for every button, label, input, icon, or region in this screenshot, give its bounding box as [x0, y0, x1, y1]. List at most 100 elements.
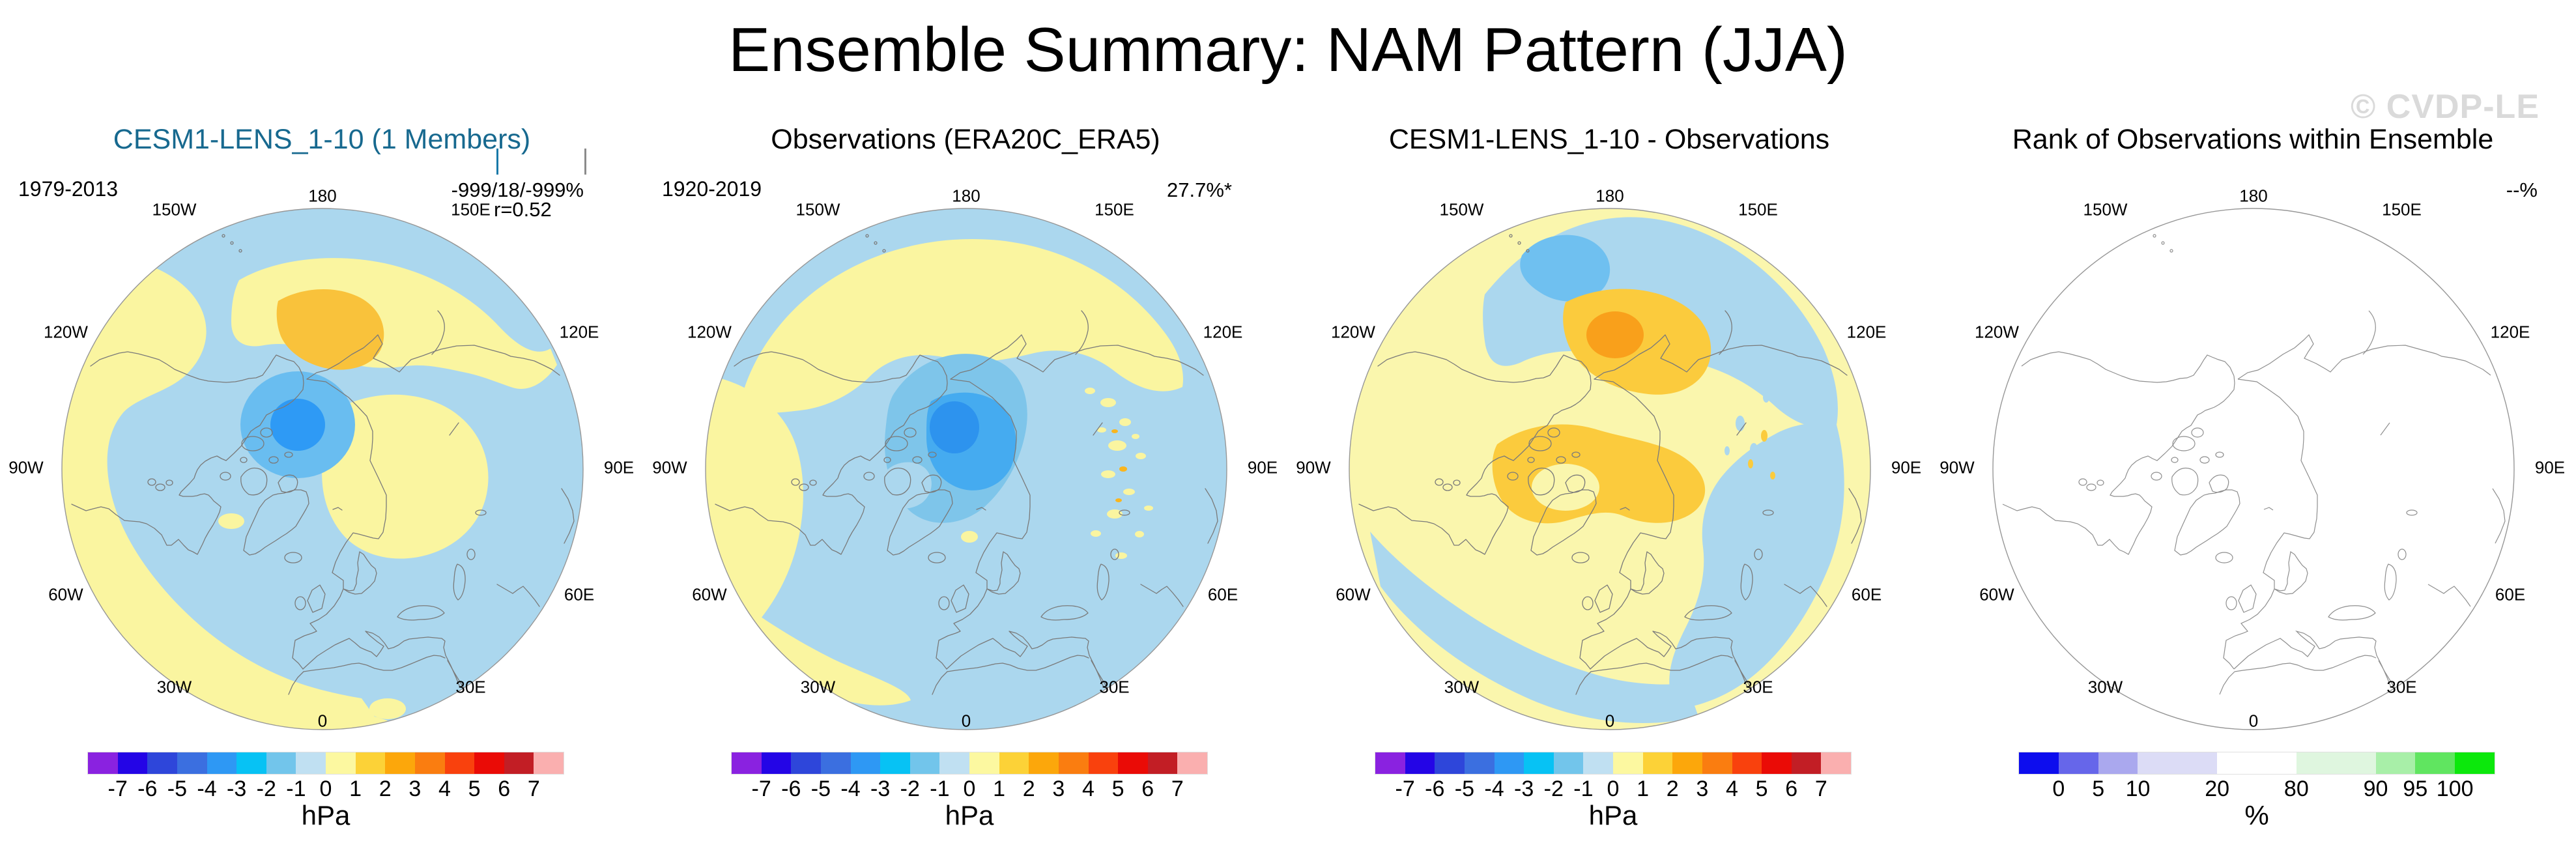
colorbar-tick--1: -1 [930, 777, 950, 801]
colorbar-tick-95: 95 [2403, 777, 2428, 801]
panel-model: CESM1-LENS_1-10 (1 Members) 1979-2013 -9… [0, 0, 644, 841]
colorbar-tick--4: -4 [840, 777, 861, 801]
lon-label-120E: 120E [2490, 322, 2530, 341]
colorbar-segment [1672, 752, 1702, 774]
lon-label-30W: 30W [800, 677, 836, 697]
colorbar-tick--1: -1 [1573, 777, 1594, 801]
colorbar-segment [2019, 752, 2059, 774]
panel-rank: Rank of Observations within Ensemble --%… [1931, 0, 2575, 841]
stats-line1: 27.7%* [1167, 178, 1232, 201]
colorbar-segment [444, 752, 475, 774]
colorbar-segment [850, 752, 881, 774]
panel-title: Rank of Observations within Ensemble [2012, 124, 2494, 155]
colorbar-segment [385, 752, 415, 774]
colorbar-segment [474, 752, 504, 774]
lon-label-150E: 150E [2382, 199, 2422, 220]
map-observations [705, 208, 1227, 730]
colorbar-segment [1029, 752, 1059, 774]
colorbar-tick--2: -2 [256, 777, 276, 801]
diff-plus2-core-siberia [1586, 311, 1644, 358]
colorbar-tick-2: 2 [1666, 777, 1679, 801]
colorbar-segment [939, 752, 969, 774]
diff-negative-southwest [1370, 532, 1698, 723]
colorbar-segment [2058, 752, 2098, 774]
lon-label-90W: 90W [1939, 457, 1975, 478]
map-boundary-circle [705, 208, 1227, 730]
colorbar-segment [117, 752, 148, 774]
lon-label-180: 180 [2239, 186, 2268, 206]
lon-label-90E: 90E [1891, 457, 1922, 478]
colorbar-tick--5: -5 [810, 777, 831, 801]
map-model [61, 208, 584, 730]
figure-title: Ensemble Summary: NAM Pattern (JJA) [728, 15, 1848, 85]
colorbar-tick-7: 7 [1171, 777, 1184, 801]
colorbar-segment [177, 752, 207, 774]
colorbar-tick-3: 3 [1696, 777, 1709, 801]
lon-label-60E: 60E [1851, 584, 1882, 604]
colorbar-segment [1821, 752, 1851, 774]
lon-label-30E: 30E [1099, 677, 1130, 697]
colorbar-segment [1642, 752, 1673, 774]
colorbar-tick-3: 3 [1052, 777, 1065, 801]
colorbar-tick-10: 10 [2125, 777, 2151, 801]
colorbar-tick-0: 0 [319, 777, 332, 801]
colorbar-hpa [731, 752, 1208, 775]
lon-label-90W: 90W [652, 457, 687, 478]
colorbar-tick--6: -6 [781, 777, 801, 801]
lon-label-150W: 150W [2083, 199, 2128, 220]
colorbar-tick-4: 4 [1082, 777, 1095, 801]
colorbar-segment [1494, 752, 1524, 774]
anomaly-plus2-siberia [276, 289, 384, 370]
lon-label-120W: 120W [1974, 322, 2019, 341]
colorbar-segment [414, 752, 445, 774]
lon-label-180: 180 [952, 186, 980, 206]
colorbar-tick--7: -7 [107, 777, 128, 801]
map-difference [1349, 208, 1871, 730]
colorbar-tick-2: 2 [379, 777, 392, 801]
colorbar-segment [2098, 752, 2138, 774]
colorbar-segment [2296, 752, 2376, 774]
map-boundary-circle [1992, 208, 2515, 730]
colorbar-tick--7: -7 [1395, 777, 1415, 801]
colorbar-segment [2415, 752, 2455, 774]
map-boundary-circle [1349, 208, 1871, 730]
lon-label-60W: 60W [1979, 584, 2014, 604]
colorbar-tick--2: -2 [1543, 777, 1564, 801]
colorbar-tick-5: 5 [1111, 777, 1124, 801]
colorbar-segment [2217, 752, 2297, 774]
lon-label-150E: 150E [1738, 199, 1778, 220]
lon-label-90E: 90E [1247, 457, 1278, 478]
lon-label-90E: 90E [2534, 457, 2566, 478]
colorbar-segment [534, 752, 564, 774]
colorbar-tick-7: 7 [1814, 777, 1827, 801]
lon-label-30W: 30W [1444, 677, 1480, 697]
anomaly-positive-spot [961, 531, 978, 543]
lon-label-0: 0 [961, 711, 971, 731]
diff-negative-speckles [1724, 392, 1769, 506]
colorbar-hpa [87, 752, 564, 775]
lon-label-30E: 30E [2386, 677, 2417, 697]
colorbar-tick-1: 1 [993, 777, 1006, 801]
lon-label-60E: 60E [564, 584, 595, 604]
colorbar-tick-4: 4 [438, 777, 451, 801]
colorbar-tick-5: 5 [1755, 777, 1768, 801]
anomaly-positive-southwest [733, 606, 911, 706]
anomaly-positive-right [322, 394, 489, 559]
lon-label-60E: 60E [2495, 584, 2526, 604]
lon-label-90E: 90E [603, 457, 635, 478]
colorbar-tick-5: 5 [2092, 777, 2105, 801]
colorbar-segment [1524, 752, 1554, 774]
map-rank-blank [1992, 208, 2515, 730]
colorbar-tick-0: 0 [1607, 777, 1620, 801]
anomaly-positive-west [62, 266, 388, 730]
colorbar-tick--4: -4 [197, 777, 217, 801]
colorbar-segment [147, 752, 177, 774]
panel-title: CESM1-LENS_1-10 - Observations [1388, 124, 1830, 155]
anomaly-minus3-core [930, 401, 979, 453]
colorbar-tick-6: 6 [1785, 777, 1798, 801]
colorbar-tick-0: 0 [2052, 777, 2065, 801]
anomaly-plus2-speckles-asia [1111, 429, 1127, 502]
colorbar-tick-6: 6 [1141, 777, 1154, 801]
colorbar-segment [1147, 752, 1178, 774]
